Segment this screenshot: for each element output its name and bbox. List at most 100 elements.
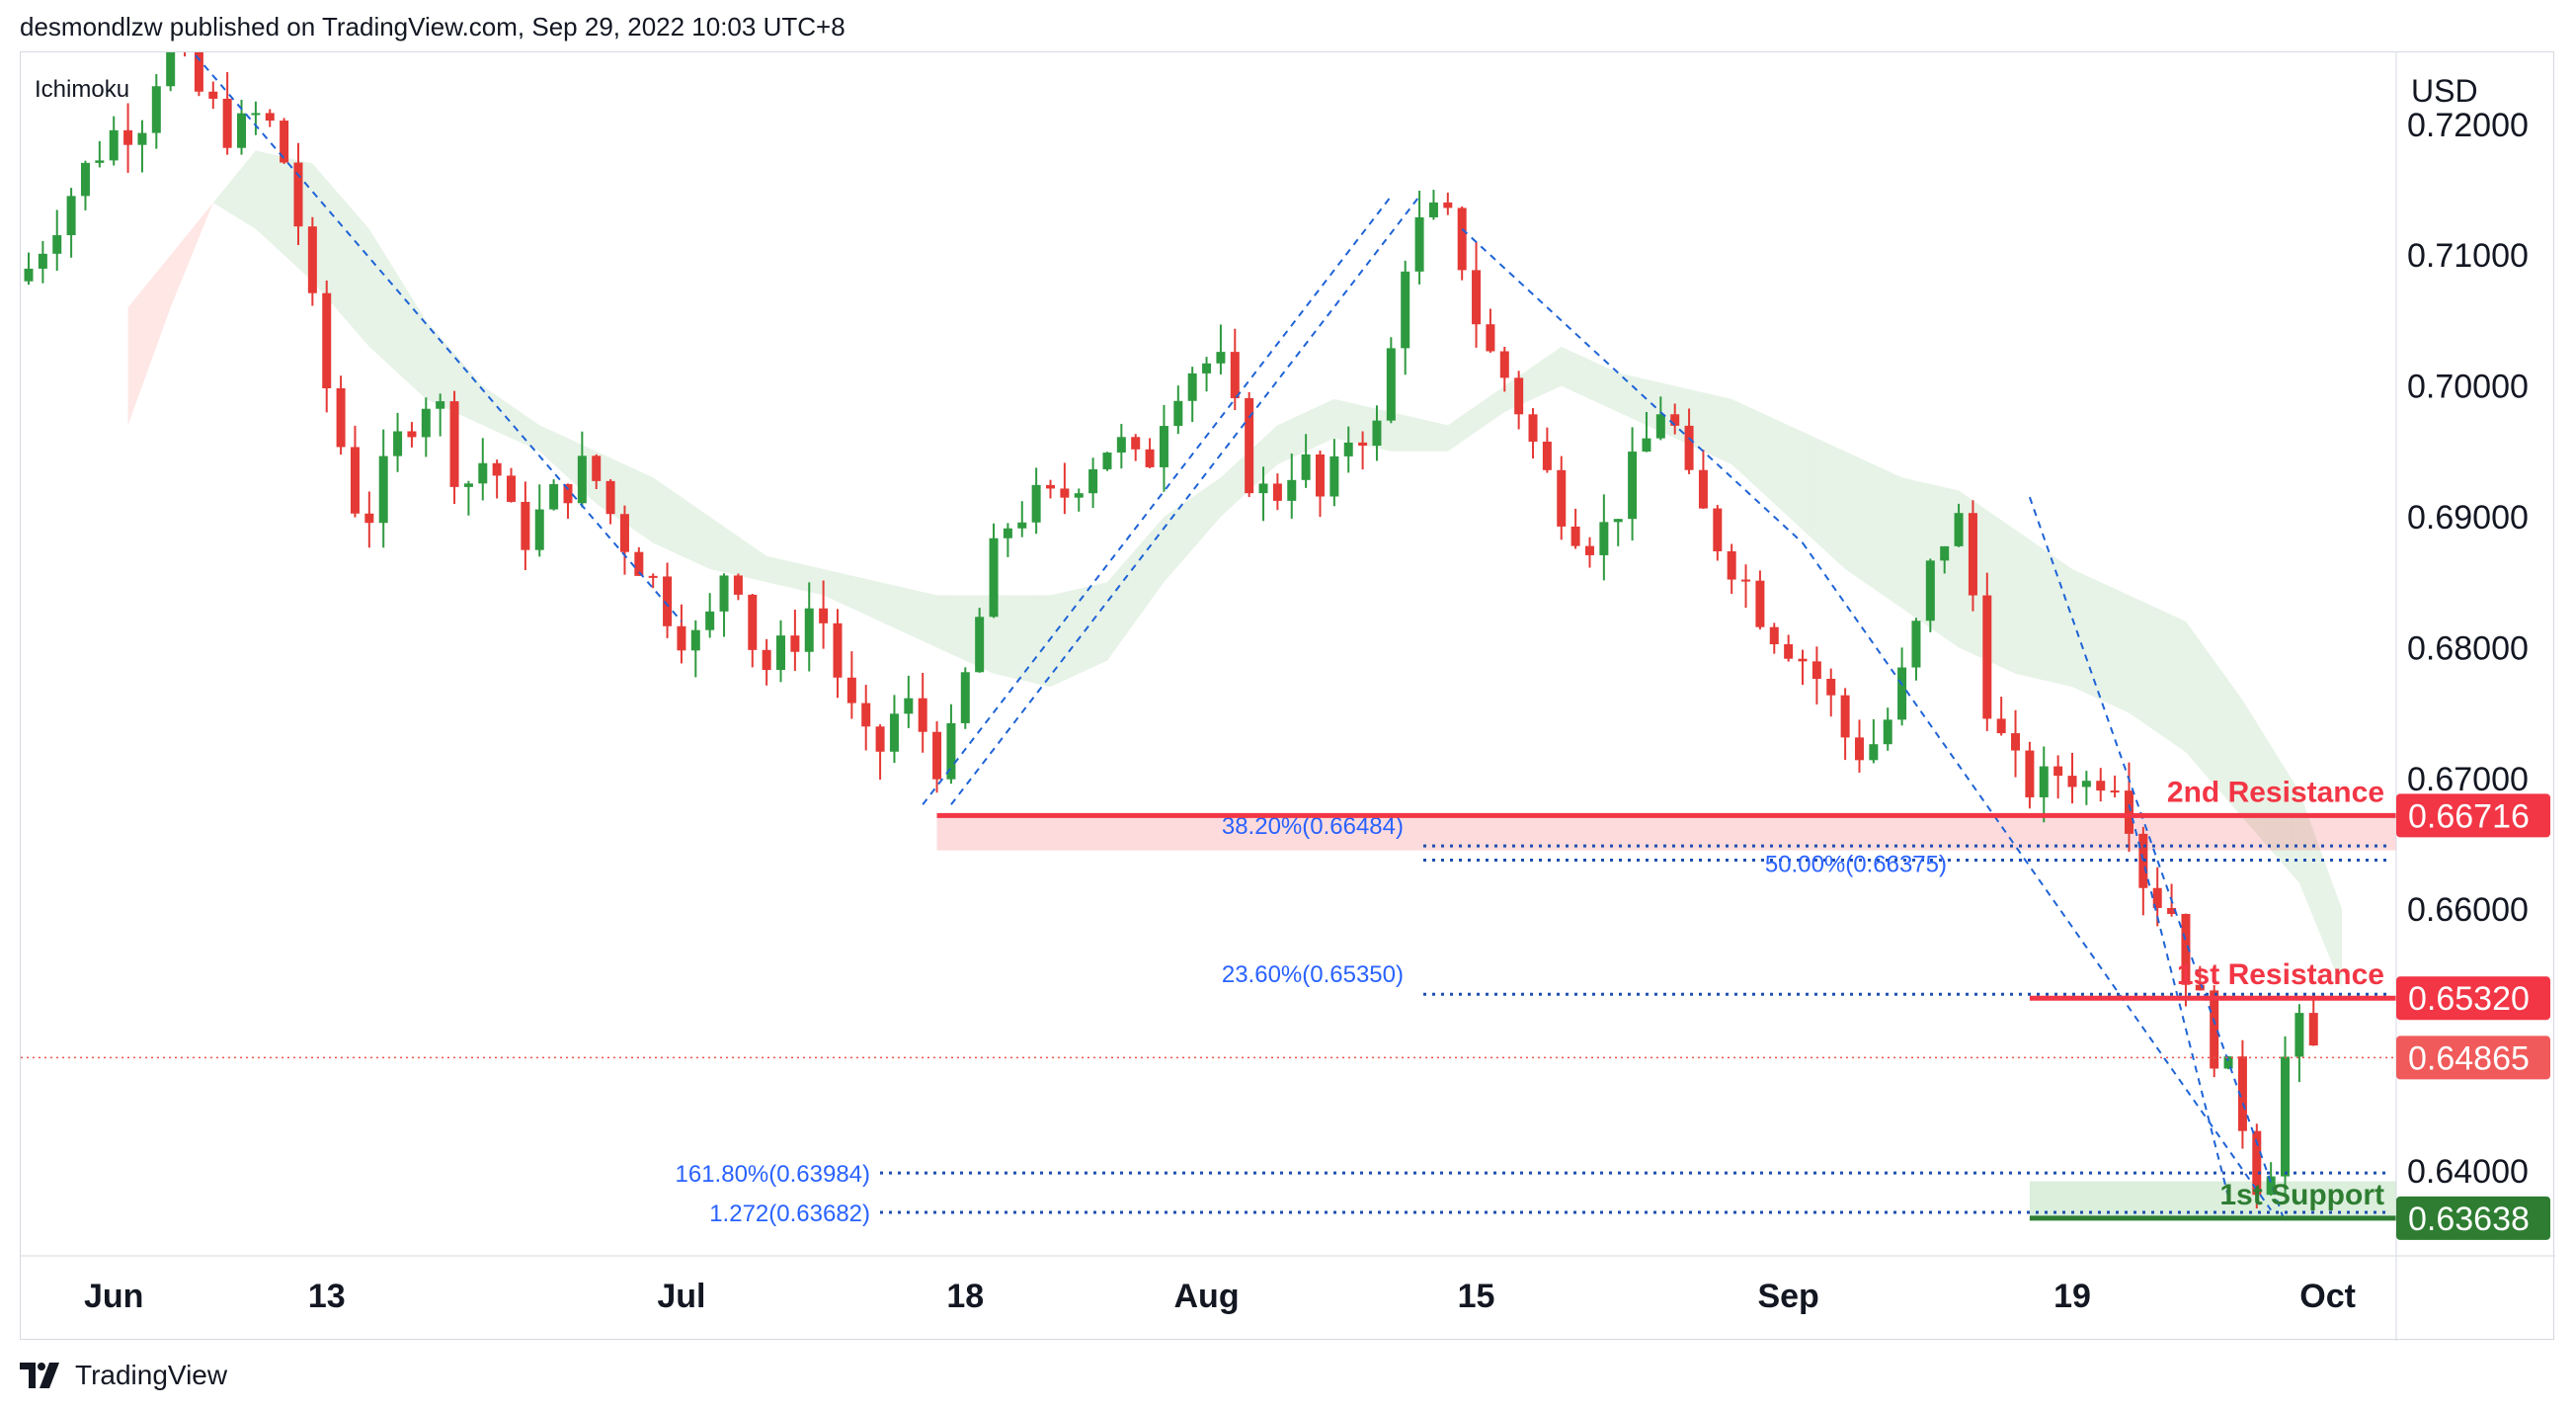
cloud-segment — [2178, 618, 2186, 753]
candle-body — [1642, 438, 1651, 453]
candle — [137, 120, 147, 173]
indicator-label[interactable]: Ichimoku — [35, 76, 129, 103]
candle — [1826, 668, 1836, 717]
candle — [2195, 965, 2205, 991]
candle — [1472, 241, 1482, 348]
cloud-segment — [419, 308, 427, 399]
candle-body — [1358, 442, 1368, 447]
price-badge-bg — [2396, 1196, 2550, 1240]
candle — [1784, 634, 1794, 662]
candle — [1684, 408, 1694, 474]
cloud-segment — [270, 153, 278, 249]
candle-body — [748, 594, 758, 650]
price-badge-text: 0.65320 — [2408, 980, 2530, 1018]
cloud-segment — [2051, 554, 2058, 684]
cloud-segment — [2057, 559, 2065, 686]
support-resistance-levels: 2nd Resistance 1st Resistance 1st Support — [21, 776, 2396, 1221]
candle-body — [2167, 907, 2177, 914]
candle — [1599, 494, 1609, 581]
candle — [1584, 537, 1594, 568]
price-chart[interactable]: 38.20%(0.66484)50.00%(0.66375)23.60%(0.6… — [21, 52, 2555, 1341]
cloud-segment — [219, 185, 228, 212]
cloud-segment — [177, 237, 186, 290]
cloud-segment — [858, 577, 866, 616]
candle-body — [1911, 621, 1921, 668]
candle — [1811, 646, 1821, 704]
time-tick-label: Aug — [1174, 1278, 1240, 1315]
cloud-segment — [1731, 398, 1739, 471]
cloud-segment — [1164, 512, 1171, 583]
time-tick-label: Jul — [657, 1278, 705, 1315]
resistance-1-price-badge: 0.65320 — [2396, 976, 2550, 1021]
candle-body — [1854, 737, 1864, 761]
candle-body — [776, 635, 786, 671]
candle-body — [237, 113, 247, 148]
candle — [690, 620, 700, 678]
cloud-segment — [901, 587, 909, 635]
candle — [1145, 438, 1155, 468]
cloud-segment — [1185, 497, 1193, 558]
candle — [1159, 404, 1168, 492]
cloud-segment — [1447, 420, 1455, 452]
ichimoku-cloud — [127, 150, 2342, 988]
cloud-segment — [1845, 451, 1853, 574]
candle-body — [1159, 426, 1168, 467]
cloud-segment — [1348, 402, 1356, 444]
candle-body — [307, 226, 317, 293]
candle — [492, 459, 502, 499]
cloud-segment — [1816, 438, 1824, 550]
candle-body — [1329, 456, 1339, 497]
candle — [1401, 260, 1410, 375]
cloud-segment — [383, 251, 391, 367]
resistance-zone — [936, 815, 2396, 851]
candle-body — [2308, 1013, 2318, 1046]
cloud-segment — [936, 595, 944, 651]
cloud-segment — [1086, 585, 1093, 671]
cloud-segment — [348, 204, 356, 331]
candle-body — [1741, 579, 1751, 582]
cloud-segment — [532, 420, 540, 452]
candle — [208, 81, 218, 110]
price-badge-bg — [2396, 793, 2550, 838]
candle-body — [2067, 776, 2077, 787]
cloud-segment — [1881, 467, 1889, 599]
candles — [24, 52, 2318, 1209]
footer-brand[interactable]: TradingView — [20, 1356, 227, 1395]
chart-frame[interactable]: 38.20%(0.66484) 50.00%(0.66375) 23.60%(0.6… — [20, 51, 2555, 1341]
candle-body — [2110, 790, 2120, 793]
resistance-2-price-badge: 0.66716 — [2396, 793, 2550, 838]
cloud-segment — [149, 272, 157, 367]
candle-body — [151, 86, 161, 133]
cloud-segment — [1894, 473, 1902, 609]
cloud-segment — [539, 425, 547, 458]
trendline — [950, 196, 1420, 805]
candle-body — [1401, 271, 1410, 349]
candle-body — [1102, 453, 1112, 469]
cloud-segment — [923, 592, 930, 645]
candle — [1670, 403, 1680, 435]
candle-body — [1698, 469, 1708, 509]
candle — [1968, 500, 1977, 612]
price-axis: 0.72000 0.71000 0.70000 0.69000 0.68000 0.670… — [2395, 52, 2550, 1341]
cloud-segment — [1199, 487, 1207, 541]
candle-body — [1046, 484, 1056, 489]
candle-body — [1514, 377, 1524, 415]
candle-body — [123, 129, 133, 145]
candle-body — [1116, 437, 1126, 454]
cloud-segment — [524, 415, 533, 449]
candle — [1116, 424, 1126, 469]
candle — [846, 651, 856, 719]
candle-body — [2138, 833, 2148, 888]
cloud-segment — [2135, 598, 2143, 723]
candle-body — [2124, 790, 2133, 834]
candle-body — [1996, 718, 2006, 734]
candle — [1840, 688, 1850, 761]
cloud-segment — [816, 567, 824, 596]
cloud-segment — [837, 572, 845, 606]
cloud-segment — [1803, 431, 1811, 537]
candle-body — [1272, 483, 1282, 501]
cloud-segment — [1333, 398, 1342, 441]
candle-body — [1414, 216, 1424, 272]
candle — [605, 478, 615, 525]
candle — [1173, 385, 1183, 435]
